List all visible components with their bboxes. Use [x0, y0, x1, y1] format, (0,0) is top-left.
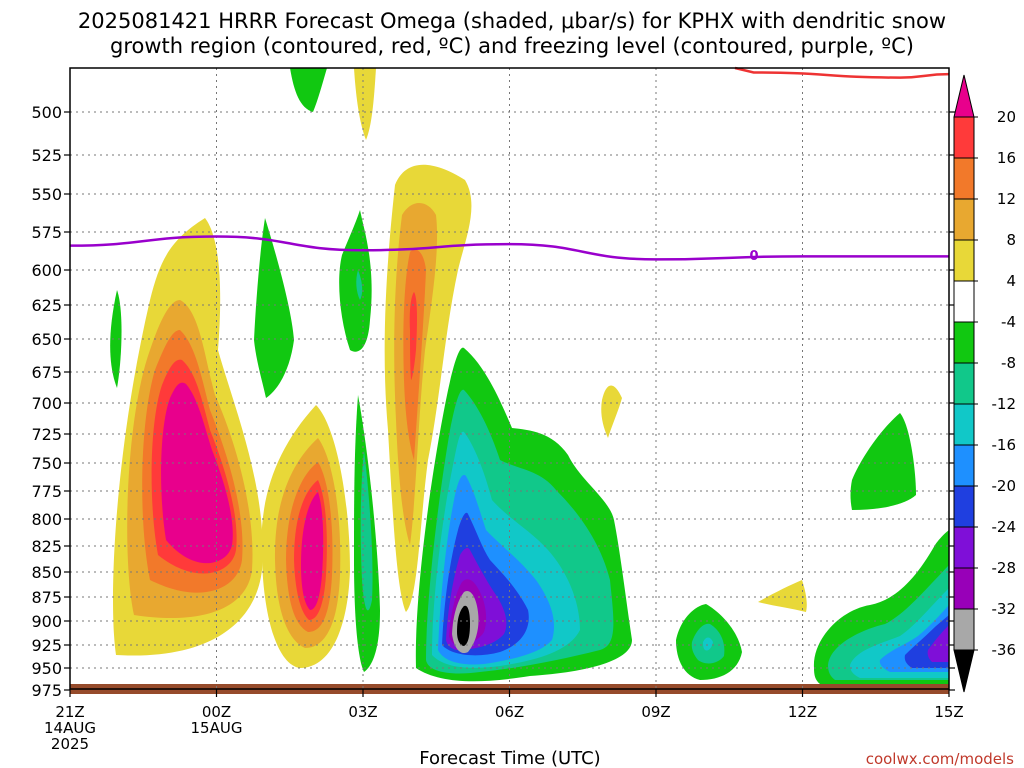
y-tick-label: 550	[31, 185, 62, 204]
y-tick-label: 650	[31, 330, 62, 349]
y-tick-label: 525	[31, 146, 62, 165]
colorbar-label: 16	[997, 149, 1016, 167]
x-tick-label: 15AUG	[191, 719, 243, 737]
colorbar-label: -4	[1001, 313, 1016, 331]
colorbar: 20 16 12 8 4 -4 -8 -12 -16 -20 -24 -28 -32 -36	[953, 74, 1017, 693]
colorbar-arrow-top	[953, 74, 975, 118]
colorbar-swatch	[953, 526, 975, 569]
x-tick-label: 03Z	[348, 703, 377, 721]
colorbar-swatch	[953, 116, 975, 159]
x-tick-label: 06Z	[495, 703, 524, 721]
x-tick-label: 00Z	[202, 703, 231, 721]
colorbar-swatch	[953, 239, 975, 282]
y-tick-label: 825	[31, 537, 62, 556]
colorbar-label: -12	[992, 395, 1017, 413]
omega-shade-ascent-col-1	[254, 218, 294, 398]
y-tick-label: 925	[31, 636, 62, 655]
x-tick-label: 2025	[51, 735, 89, 753]
y-tick-label: 850	[31, 563, 62, 582]
omega-shade-descent-3-16	[409, 292, 418, 380]
colorbar-label: 4	[1006, 272, 1016, 290]
omega-shade-descent-1-20	[161, 382, 233, 564]
omega-shade-ascent-main-core	[457, 605, 470, 646]
omega-shade-ascent-10z-m16	[703, 637, 713, 651]
colorbar-swatch	[953, 362, 975, 405]
colorbar-label: -36	[992, 641, 1017, 659]
freezing-level-label: 0	[749, 249, 758, 264]
y-tick-label: 575	[31, 223, 62, 242]
x-tick-label: 21Z	[55, 703, 84, 721]
omega-shade-ascent-left	[110, 290, 122, 388]
colorbar-label: -24	[992, 518, 1017, 536]
x-tick-label: 12Z	[788, 703, 817, 721]
omega-shade-descent-small-1	[601, 385, 622, 438]
y-tick-label: 725	[31, 425, 62, 444]
colorbar-swatch	[953, 157, 975, 200]
y-tick-label: 950	[31, 659, 62, 678]
y-tick-label: 900	[31, 612, 62, 631]
omega-shade-descent-2-20	[301, 492, 324, 610]
colorbar-swatch	[953, 403, 975, 446]
colorbar-swatch	[953, 280, 975, 323]
omega-shade-ascent-14z-upper	[850, 413, 916, 510]
y-tick-label: 600	[31, 261, 62, 280]
grid-lines	[70, 68, 949, 689]
chart-title-line-2: growth region (contoured, red, ºC) and f…	[110, 34, 914, 58]
x-tick-label: 14AUG	[44, 719, 96, 737]
y-tick-label: 875	[31, 588, 62, 607]
colorbar-label: -32	[992, 600, 1017, 618]
colorbar-swatch	[953, 321, 975, 364]
omega-shade-ascent-col-3-inner	[360, 450, 373, 611]
x-tick-label: 15Z	[934, 703, 963, 721]
colorbar-swatch	[953, 485, 975, 528]
omega-shade-descent-top	[354, 68, 376, 140]
colorbar-label: -16	[992, 436, 1017, 454]
y-tick-label: 775	[31, 482, 62, 501]
omega-shade-ascent-15z-m28	[927, 625, 949, 662]
y-tick-label: 500	[31, 103, 62, 122]
colorbar-label: 12	[997, 190, 1016, 208]
y-tick-label: 800	[31, 510, 62, 529]
omega-shade-ascent-col-2-inner	[356, 270, 363, 300]
colorbar-label: 20	[997, 108, 1016, 126]
y-tick-label: 750	[31, 454, 62, 473]
chart-title-line-1: 2025081421 HRRR Forecast Omega (shaded, …	[77, 9, 947, 33]
y-tick-label: 975	[31, 681, 62, 700]
y-axis: 500 525 550 575 600 625 650 675 700 725 750 775 800 8…	[31, 103, 955, 700]
x-axis-title: Forecast Time (UTC)	[419, 748, 600, 768]
x-tick-label: 09Z	[641, 703, 670, 721]
omega-shade-descent-small-2	[758, 580, 807, 612]
y-tick-label: 625	[31, 296, 62, 315]
omega-shading	[110, 68, 949, 684]
credit-text: coolwx.com/models	[866, 750, 1014, 768]
y-tick-label: 700	[31, 394, 62, 413]
omega-shade-ascent-top	[290, 68, 327, 112]
colorbar-arrow-bottom	[953, 649, 975, 693]
colorbar-swatch	[953, 444, 975, 487]
colorbar-swatch	[953, 567, 975, 610]
colorbar-label: -28	[992, 559, 1017, 577]
dendritic-growth-contour	[734, 66, 950, 79]
colorbar-label: -8	[1001, 354, 1016, 372]
colorbar-swatch	[953, 608, 975, 651]
colorbar-swatch	[953, 198, 975, 241]
y-tick-label: 675	[31, 363, 62, 382]
freezing-level-contour	[69, 235, 949, 261]
colorbar-label: -20	[992, 477, 1017, 495]
colorbar-label: 8	[1006, 231, 1016, 249]
omega-shade-ascent-col-2	[339, 210, 372, 352]
